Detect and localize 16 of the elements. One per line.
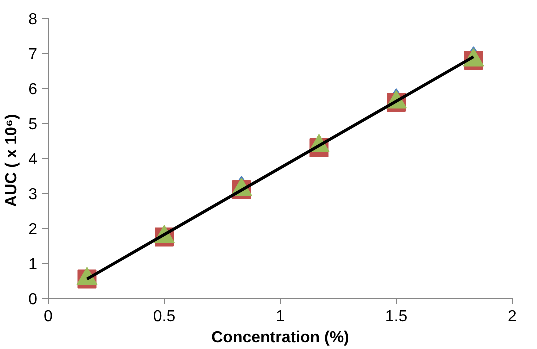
- y-axis-title: AUC ( x 10⁶): [4, 114, 21, 208]
- x-tick-label: 0.5: [153, 308, 176, 326]
- x-tick-label: 1: [276, 308, 286, 326]
- y-tick-label: 5: [28, 116, 38, 134]
- y-tick-label: 8: [28, 12, 38, 28]
- x-tick-label: 2: [508, 308, 518, 326]
- y-tick-label: 0: [28, 292, 38, 308]
- x-tick-label: 0: [44, 308, 54, 326]
- y-tick-label: 1: [28, 256, 38, 274]
- x-tick-label: 1.5: [385, 308, 408, 326]
- x-axis-title: Concentration (%): [212, 330, 350, 346]
- y-tick-label: 7: [28, 46, 38, 64]
- y-tick-label: 2: [28, 222, 38, 238]
- y-tick-label: 3: [28, 186, 38, 204]
- y-tick-label: 4: [28, 152, 38, 168]
- y-tick-label: 6: [28, 82, 38, 98]
